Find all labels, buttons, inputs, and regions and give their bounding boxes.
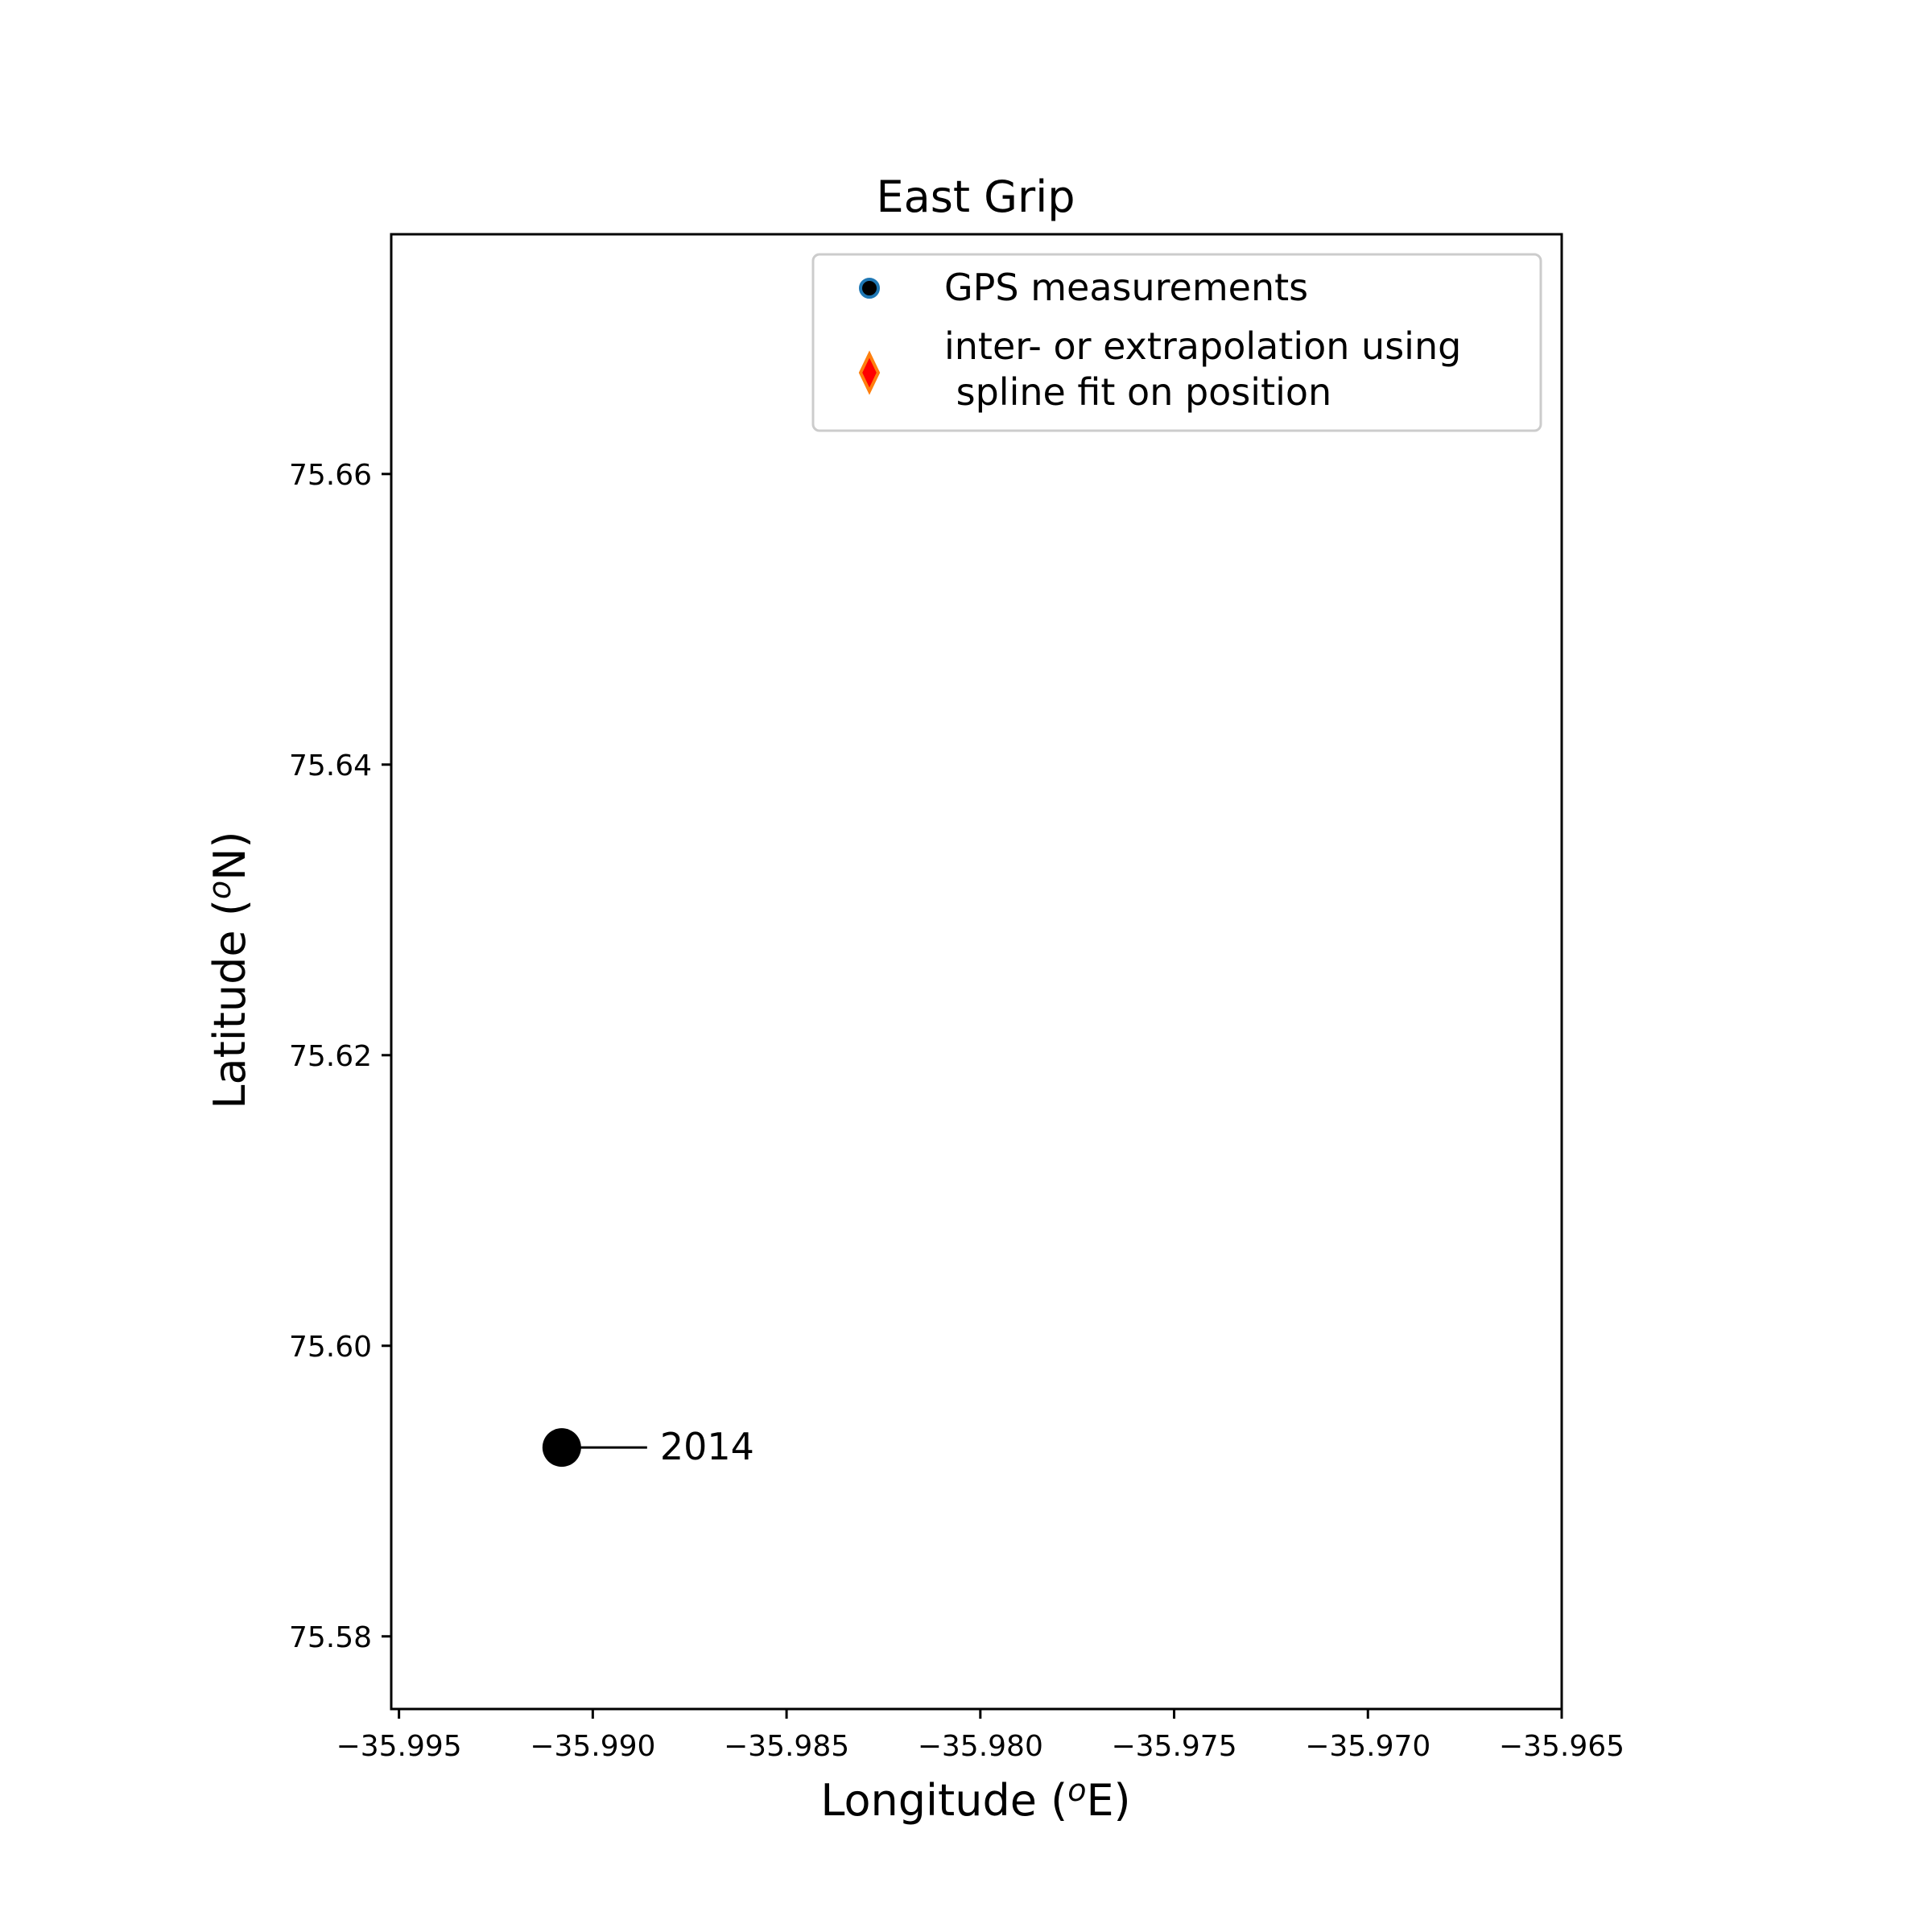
legend-diamond-icon bbox=[858, 350, 881, 395]
x-tick-label: −35.965 bbox=[1499, 1730, 1624, 1763]
x-tick-label: −35.975 bbox=[1111, 1730, 1236, 1763]
legend-entry-spline-line1: inter- or extrapolation using bbox=[944, 324, 1461, 368]
legend: GPS measurements inter- or extrapolation… bbox=[811, 253, 1542, 432]
point-label: 2014 bbox=[660, 1425, 754, 1468]
x-axis-label: Longitude (oE) bbox=[820, 1773, 1130, 1826]
gps-point bbox=[542, 1428, 581, 1468]
legend-entry-gps: GPS measurements bbox=[944, 266, 1308, 309]
y-axis-label: Latitude (oN) bbox=[202, 831, 255, 1108]
plot-frame bbox=[390, 233, 1563, 1711]
legend-entry-spline-line2: spline fit on position bbox=[944, 370, 1331, 414]
x-tick-label: −35.990 bbox=[530, 1730, 655, 1763]
y-axis-label-sup: o bbox=[202, 881, 237, 899]
y-axis-label-group: Latitude (oN) bbox=[202, 831, 255, 1108]
y-tick-label: 75.60 bbox=[289, 1331, 372, 1364]
y-tick-label: 75.64 bbox=[289, 749, 372, 782]
x-axis: −35.995 −35.990 −35.985 −35.980 −35.975 −35.9… bbox=[336, 1709, 1624, 1763]
y-tick-label: 75.58 bbox=[289, 1621, 372, 1654]
legend-circle-icon bbox=[859, 278, 880, 299]
y-axis-label-suffix: N) bbox=[204, 831, 255, 880]
y-tick-label: 75.62 bbox=[289, 1040, 372, 1073]
y-tick-label: 75.66 bbox=[289, 459, 372, 492]
x-tick-label: −35.985 bbox=[724, 1730, 849, 1763]
x-axis-label-text: Longitude ( bbox=[820, 1775, 1067, 1826]
data-points: 2014 bbox=[542, 1425, 754, 1468]
legend-box bbox=[811, 253, 1542, 432]
chart-title: East Grip bbox=[876, 171, 1075, 222]
x-axis-label-sup: o bbox=[1067, 1773, 1086, 1808]
x-tick-label: −35.995 bbox=[336, 1730, 462, 1763]
x-tick-label: −35.980 bbox=[918, 1730, 1043, 1763]
x-axis-label-suffix: E) bbox=[1086, 1775, 1130, 1826]
y-axis-label-text: Latitude ( bbox=[204, 899, 255, 1108]
y-axis: 75.58 75.60 75.62 75.64 75.66 bbox=[289, 459, 391, 1654]
x-tick-label: −35.970 bbox=[1305, 1730, 1430, 1763]
